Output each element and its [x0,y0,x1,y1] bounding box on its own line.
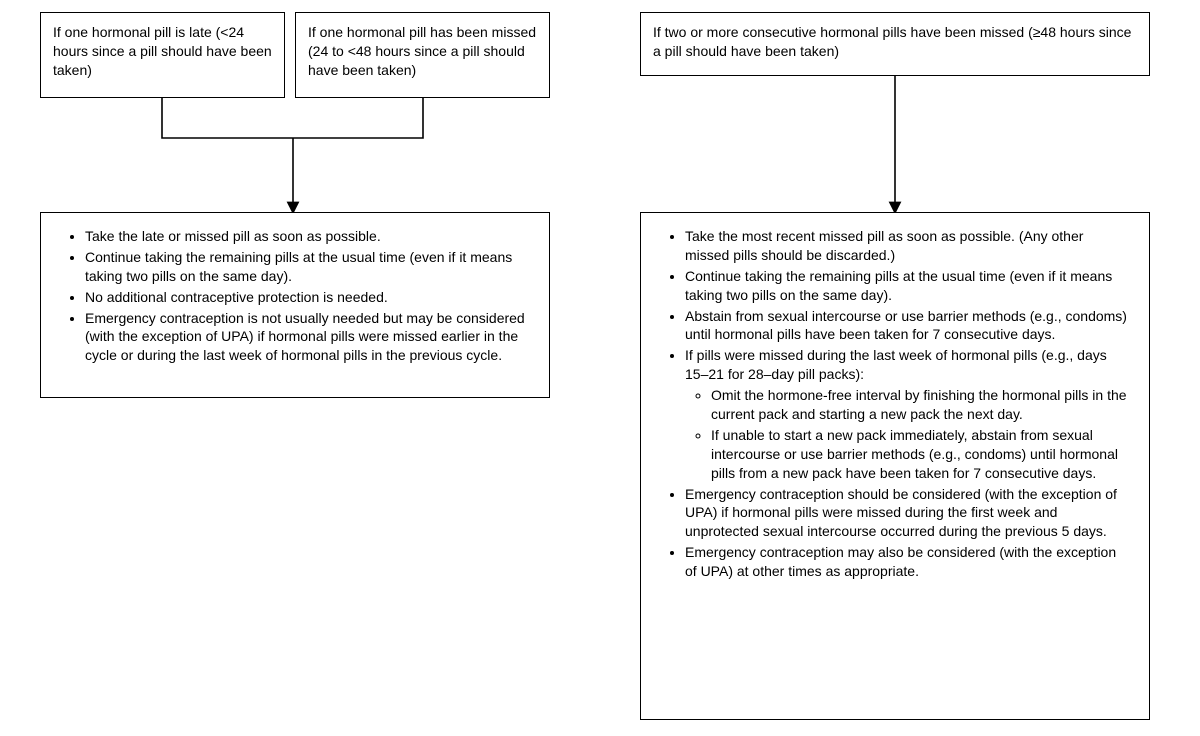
list-item: Emergency contraception is not usually n… [85,309,531,366]
list-item: Continue taking the remaining pills at t… [685,267,1131,305]
list-item: Abstain from sexual intercourse or use b… [685,307,1131,345]
condition-late-pill-text: If one hormonal pill is late (<24 hours … [53,24,272,78]
list-item: Continue taking the remaining pills at t… [85,248,531,286]
condition-late-pill: If one hormonal pill is late (<24 hours … [40,12,285,98]
condition-missed-two-pills: If two or more consecutive hormonal pill… [640,12,1150,76]
list-item: Take the most recent missed pill as soon… [685,227,1131,265]
list-item: Take the late or missed pill as soon as … [85,227,531,246]
list-item: If pills were missed during the last wee… [685,346,1131,482]
list-item: Emergency contraception should be consid… [685,485,1131,542]
list-item: No additional contraceptive protection i… [85,288,531,307]
list-item: Omit the hormone-free interval by finish… [711,386,1131,424]
left-action-list: Take the late or missed pill as soon as … [63,227,531,365]
right-action-box: Take the most recent missed pill as soon… [640,212,1150,720]
condition-missed-one-pill: If one hormonal pill has been missed (24… [295,12,550,98]
right-action-list: Take the most recent missed pill as soon… [663,227,1131,581]
list-item: Emergency contraception may also be cons… [685,543,1131,581]
right-action-sublist: Omit the hormone-free interval by finish… [685,386,1131,482]
condition-missed-two-pills-text: If two or more consecutive hormonal pill… [653,24,1131,59]
list-item: If unable to start a new pack immediatel… [711,426,1131,483]
condition-missed-one-pill-text: If one hormonal pill has been missed (24… [308,24,536,78]
left-action-box: Take the late or missed pill as soon as … [40,212,550,398]
